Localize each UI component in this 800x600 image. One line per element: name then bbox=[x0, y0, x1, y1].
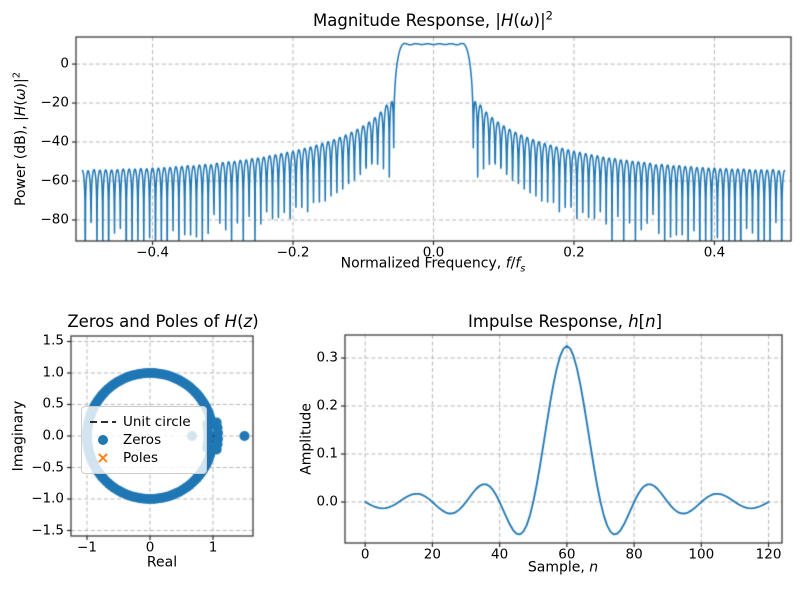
legend-item-poles: × Poles bbox=[90, 449, 198, 467]
x-tick-label: 0.4 bbox=[703, 244, 726, 261]
x-tick-label: 80 bbox=[625, 546, 643, 563]
x-tick-label: 0 bbox=[145, 539, 155, 556]
impulse-response-ylabel: Amplitude bbox=[298, 403, 315, 475]
x-tick-label: 0 bbox=[360, 546, 370, 563]
y-tick-label: 0.3 bbox=[316, 349, 338, 366]
impulse-response-xlabel: Sample, n bbox=[527, 559, 599, 576]
y-tick-label: 0.0 bbox=[316, 493, 338, 510]
y-tick-label: −80 bbox=[40, 211, 70, 228]
magnitude-response-ylabel: Power (dB), |H(ω)|2 bbox=[11, 72, 30, 206]
y-tick-label: −40 bbox=[40, 133, 70, 150]
y-tick-label: −1.5 bbox=[31, 521, 64, 538]
legend-item-zeros: Zeros bbox=[90, 431, 198, 449]
y-tick-label: 1.0 bbox=[42, 364, 64, 381]
y-tick-label: 0.1 bbox=[316, 445, 338, 462]
y-tick-label: 0 bbox=[60, 55, 69, 72]
y-tick-label: −0.5 bbox=[31, 458, 64, 475]
y-tick-label: −60 bbox=[40, 172, 70, 189]
zero-marker-icon bbox=[90, 435, 116, 445]
legend-item-unit-circle: Unit circle bbox=[90, 413, 198, 431]
pole-zero-xlabel: Real bbox=[146, 554, 178, 571]
x-tick-label: −1 bbox=[77, 539, 97, 556]
magnitude-response-title: Magnitude Response, |H(ω)|2 bbox=[312, 8, 554, 31]
y-tick-label: −1.0 bbox=[31, 490, 64, 507]
legend: Unit circle Zeros × Poles bbox=[81, 406, 207, 474]
impulse-response-title: Impulse Response, h[n] bbox=[468, 311, 662, 331]
x-tick-label: 0.2 bbox=[563, 244, 585, 261]
dashed-line-icon bbox=[90, 420, 116, 424]
x-tick-label: 120 bbox=[755, 546, 782, 563]
legend-label: Unit circle bbox=[123, 414, 191, 430]
x-tick-label: 0.0 bbox=[422, 244, 445, 261]
x-tick-label: −0.2 bbox=[276, 244, 310, 261]
x-tick-label: 40 bbox=[491, 546, 509, 563]
y-tick-label: 1.5 bbox=[42, 332, 64, 349]
pole-marker-icon: × bbox=[96, 448, 110, 467]
y-tick-label: 0.2 bbox=[316, 397, 338, 414]
x-tick-label: −0.4 bbox=[136, 244, 169, 261]
x-tick-label: 20 bbox=[423, 546, 441, 563]
pole-zero-title: Zeros and Poles of H(z) bbox=[67, 311, 259, 331]
x-tick-label: 100 bbox=[688, 546, 715, 563]
x-tick-label: 60 bbox=[558, 546, 576, 563]
y-tick-label: 0.5 bbox=[42, 395, 64, 412]
y-tick-label: 0.0 bbox=[42, 427, 64, 444]
x-tick-label: 1 bbox=[208, 539, 218, 556]
magnitude-response-xlabel: Normalized Frequency, f/fs bbox=[340, 255, 526, 275]
y-tick-label: −20 bbox=[40, 94, 70, 111]
legend-label: Zeros bbox=[123, 432, 162, 448]
pole-zero-ylabel: Imaginary bbox=[10, 400, 27, 472]
legend-label: Poles bbox=[123, 450, 159, 466]
